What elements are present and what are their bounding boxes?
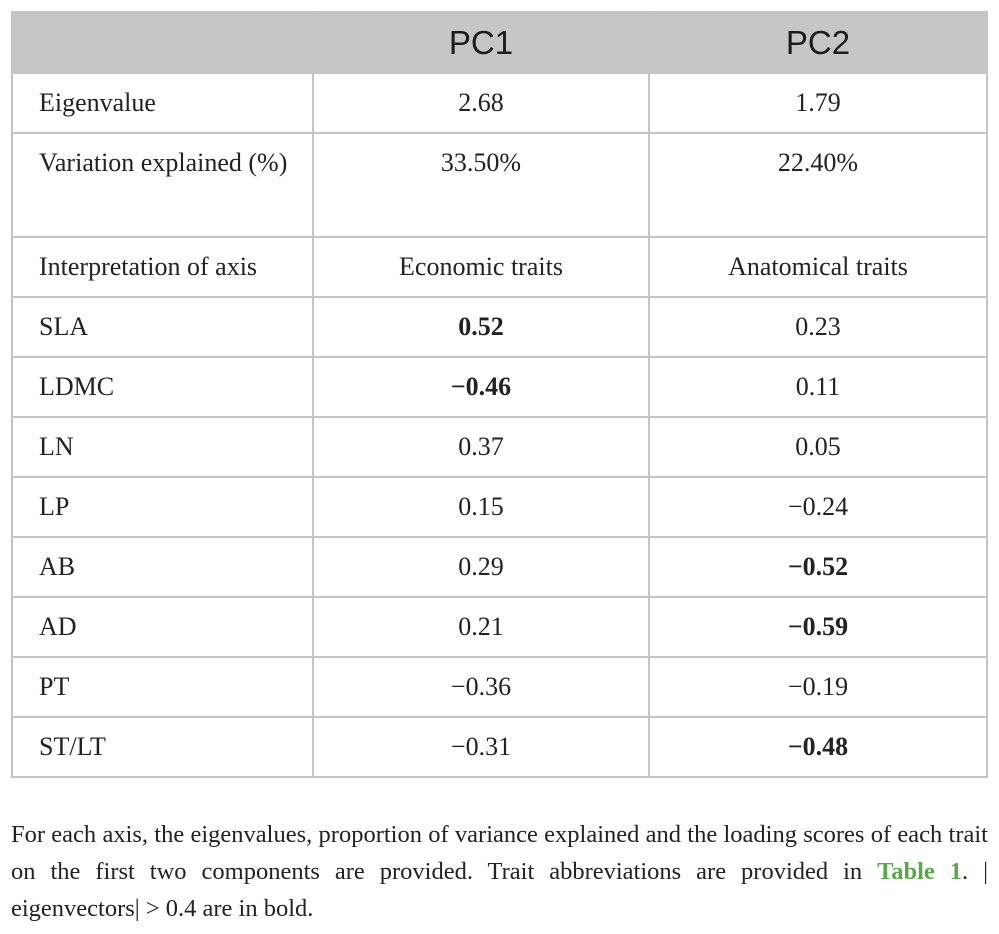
table-row: LDMC −0.46 0.11	[11, 356, 988, 418]
pc2-value: 22.40%	[648, 132, 988, 238]
pc1-value: −0.31	[312, 716, 650, 778]
row-label: Eigenvalue	[11, 72, 314, 134]
table-row: ST/LT −0.31 −0.48	[11, 716, 988, 778]
row-label: SLA	[11, 296, 314, 358]
pc1-value: 2.68	[312, 72, 650, 134]
table-header-row: PC1 PC2	[11, 11, 988, 74]
caption-text: For each axis, the eigenvalues, proporti…	[11, 821, 988, 885]
row-label: LP	[11, 476, 314, 538]
pc1-value: −0.46	[312, 356, 650, 418]
table-row: AB 0.29 −0.52	[11, 536, 988, 598]
header-pc2: PC2	[648, 11, 988, 74]
pc2-value: 0.23	[648, 296, 988, 358]
table-row: Eigenvalue 2.68 1.79	[11, 72, 988, 134]
pc1-value: 0.29	[312, 536, 650, 598]
table-row: Variation explained (%) 33.50% 22.40%	[11, 132, 988, 238]
pc2-value: −0.24	[648, 476, 988, 538]
pc2-value: 1.79	[648, 72, 988, 134]
pc1-value: −0.36	[312, 656, 650, 718]
header-corner-cell	[11, 11, 314, 74]
table-row: LN 0.37 0.05	[11, 416, 988, 478]
pc1-value: 0.37	[312, 416, 650, 478]
table-row: AD 0.21 −0.59	[11, 596, 988, 658]
table-row: LP 0.15 −0.24	[11, 476, 988, 538]
pc1-value: 0.15	[312, 476, 650, 538]
row-label: LN	[11, 416, 314, 478]
row-label: Variation explained (%)	[11, 132, 314, 238]
pc1-value: Economic traits	[312, 236, 650, 298]
pca-loadings-table: PC1 PC2 Eigenvalue 2.68 1.79 Variation e…	[11, 11, 988, 778]
row-label: LDMC	[11, 356, 314, 418]
row-label: AB	[11, 536, 314, 598]
pc2-value: −0.48	[648, 716, 988, 778]
row-label: PT	[11, 656, 314, 718]
pc2-value: −0.52	[648, 536, 988, 598]
table-1-link[interactable]: Table 1	[877, 858, 963, 885]
pc1-value: 0.52	[312, 296, 650, 358]
pc2-value: Anatomical traits	[648, 236, 988, 298]
table-caption: For each axis, the eigenvalues, proporti…	[11, 816, 988, 927]
pc2-value: −0.59	[648, 596, 988, 658]
pc1-value: 0.21	[312, 596, 650, 658]
row-label: ST/LT	[11, 716, 314, 778]
pc1-value: 33.50%	[312, 132, 650, 238]
table-row: PT −0.36 −0.19	[11, 656, 988, 718]
header-pc1: PC1	[312, 11, 650, 74]
pc2-value: 0.11	[648, 356, 988, 418]
pc2-value: 0.05	[648, 416, 988, 478]
table-row: SLA 0.52 0.23	[11, 296, 988, 358]
row-label: AD	[11, 596, 314, 658]
row-label: Interpretation of axis	[11, 236, 314, 298]
caption-text-end: . | eigenvectors| > 0.4 are in bold.	[11, 858, 989, 922]
pc2-value: −0.19	[648, 656, 988, 718]
table-row: Interpretation of axis Economic traits A…	[11, 236, 988, 298]
